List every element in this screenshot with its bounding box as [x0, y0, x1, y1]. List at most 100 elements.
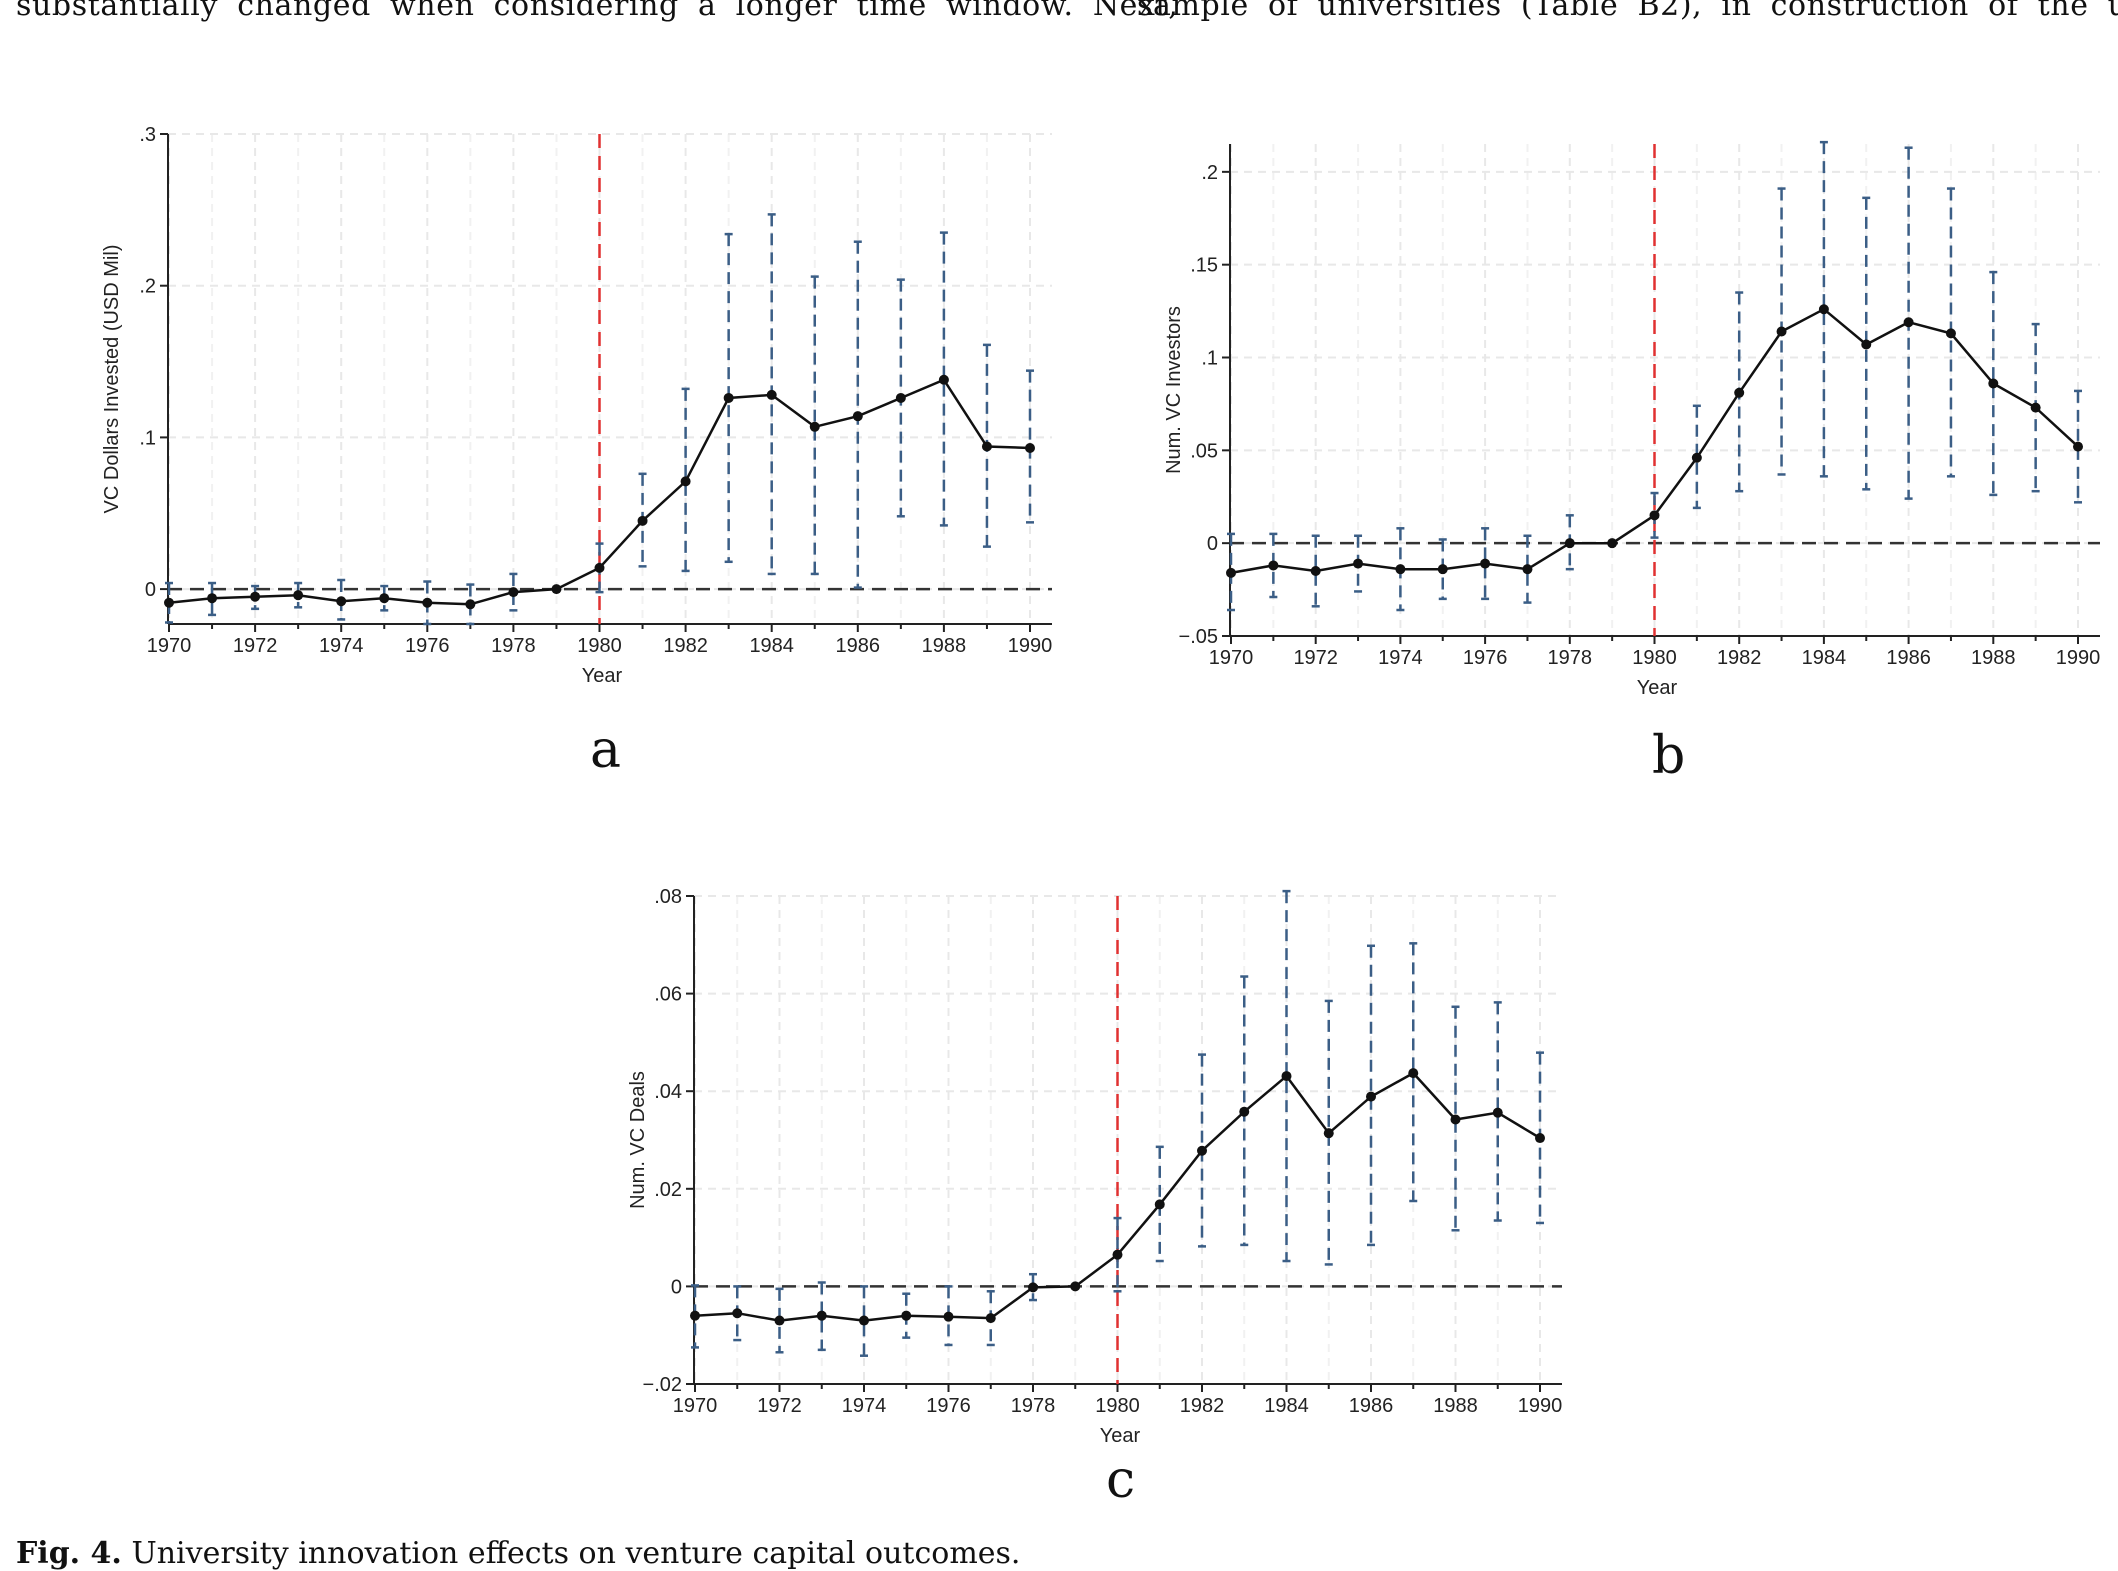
estimate-point [1522, 564, 1533, 575]
estimate-point [1535, 1133, 1545, 1144]
estimate-point [1268, 560, 1279, 571]
estimate-point [1861, 339, 1872, 350]
panel-label-a: a [590, 720, 622, 780]
estimate-point [2073, 441, 2083, 452]
estimate-point [1070, 1281, 1081, 1292]
y-axis-title: Num. VC Investors [1163, 306, 1185, 474]
estimate-point [207, 593, 218, 604]
estimate-point [809, 421, 820, 432]
estimate-point [1226, 567, 1236, 578]
x-tick-label: 1984 [749, 635, 794, 657]
estimate-point [1353, 558, 1364, 569]
estimate-point [1437, 564, 1448, 575]
x-axis-title: Year [1100, 1425, 1141, 1447]
estimate-point [293, 590, 304, 601]
estimate-point [379, 593, 390, 604]
x-tick-label: 1974 [1378, 647, 1423, 669]
x-tick-label: 1970 [673, 1395, 718, 1417]
x-tick-label: 1986 [1349, 1395, 1394, 1417]
estimate-point [1197, 1145, 1207, 1156]
estimate-point [938, 374, 949, 385]
estimate-point [637, 515, 648, 526]
y-tick-label: .1 [1201, 348, 1218, 370]
estimate-point [1239, 1106, 1250, 1117]
estimate-point [1281, 1071, 1292, 1082]
y-tick-label: .15 [1190, 255, 1218, 277]
chart-c: −.02 0 .02 .04 .06 .08 1970 1972 1974 1976 1978 198… [627, 886, 1563, 1447]
estimate-point [551, 584, 562, 595]
estimate-point [1607, 538, 1618, 549]
estimate-point [1366, 1091, 1376, 1102]
x-tick-label: 1978 [1011, 1395, 1056, 1417]
estimate-point [859, 1315, 869, 1326]
estimate-point [594, 562, 605, 573]
chart-a: 0 .1 .2 .3 1970 1972 1974 1976 1978 1980 1982 1984 1… [101, 124, 1052, 687]
y-tick-label: −.02 [643, 1374, 682, 1396]
x-tick-label: 1974 [842, 1395, 887, 1417]
y-tick-label: .05 [1190, 440, 1218, 462]
estimate-point [943, 1311, 954, 1322]
x-tick-label: 1976 [1463, 647, 1508, 669]
estimate-point [1734, 387, 1745, 398]
estimate-point [981, 441, 992, 452]
x-tick-label: 1988 [922, 635, 967, 657]
y-tick-label: .3 [139, 124, 156, 146]
x-tick-label: 1978 [1548, 647, 1593, 669]
x-axis-title: Year [1637, 677, 1678, 699]
estimate-point [508, 587, 519, 598]
estimate-point [1025, 443, 1035, 454]
panel-label-b: b [1652, 726, 1686, 786]
x-tick-label: 1984 [1802, 647, 1847, 669]
estimate-point [1945, 328, 1956, 339]
figure-caption: Fig. 4. University innovation effects on… [16, 1536, 1020, 1571]
estimate-point [336, 596, 347, 607]
estimate-point [680, 476, 691, 487]
body-text-line-left: substantially changed when considering a… [16, 0, 1179, 23]
x-tick-label: 1970 [147, 635, 192, 657]
y-tick-label: .1 [139, 427, 156, 449]
estimate-point [1903, 317, 1914, 328]
y-tick-label: .2 [139, 276, 156, 298]
estimate-point [774, 1315, 785, 1326]
x-tick-label: 1982 [663, 635, 708, 657]
estimate-point [1818, 304, 1829, 315]
x-tick-label: 1980 [1095, 1395, 1140, 1417]
estimate-point [1154, 1199, 1165, 1210]
x-tick-label: 1990 [1518, 1395, 1563, 1417]
x-tick-label: 1988 [1971, 647, 2016, 669]
estimate-point [1564, 538, 1575, 549]
estimate-point [1776, 326, 1787, 337]
x-tick-label: 1982 [1717, 647, 1762, 669]
estimate-point [901, 1310, 912, 1321]
x-tick-label: 1972 [233, 635, 278, 657]
x-tick-label: 1978 [491, 635, 536, 657]
y-tick-label: 0 [671, 1276, 682, 1298]
estimate-point [2030, 402, 2041, 413]
x-tick-label: 1976 [926, 1395, 971, 1417]
x-tick-label: 1990 [2056, 647, 2101, 669]
x-tick-label: 1972 [757, 1395, 802, 1417]
x-tick-label: 1988 [1433, 1395, 1478, 1417]
caption-label: Fig. 4. [16, 1536, 122, 1571]
y-tick-label: .04 [654, 1081, 682, 1103]
y-tick-label: .2 [1201, 162, 1218, 184]
x-tick-label: 1982 [1180, 1395, 1225, 1417]
x-tick-label: 1986 [1886, 647, 1931, 669]
estimate-point [164, 597, 174, 608]
estimate-point [1028, 1282, 1038, 1293]
x-tick-label: 1986 [836, 635, 881, 657]
estimate-point [465, 599, 476, 610]
estimate-point [1492, 1107, 1503, 1118]
estimate-point [1395, 564, 1406, 575]
x-axis-title: Year [582, 665, 623, 687]
y-tick-label: .06 [654, 984, 682, 1006]
x-tick-label: 1974 [319, 635, 364, 657]
estimate-point [1988, 378, 1999, 389]
x-tick-label: 1980 [577, 635, 622, 657]
estimate-point [1649, 510, 1660, 521]
estimate-point [1323, 1128, 1334, 1139]
estimate-point [1408, 1068, 1419, 1079]
x-tick-label: 1976 [405, 635, 450, 657]
x-tick-label: 1980 [1632, 647, 1677, 669]
estimate-point [1310, 566, 1321, 577]
